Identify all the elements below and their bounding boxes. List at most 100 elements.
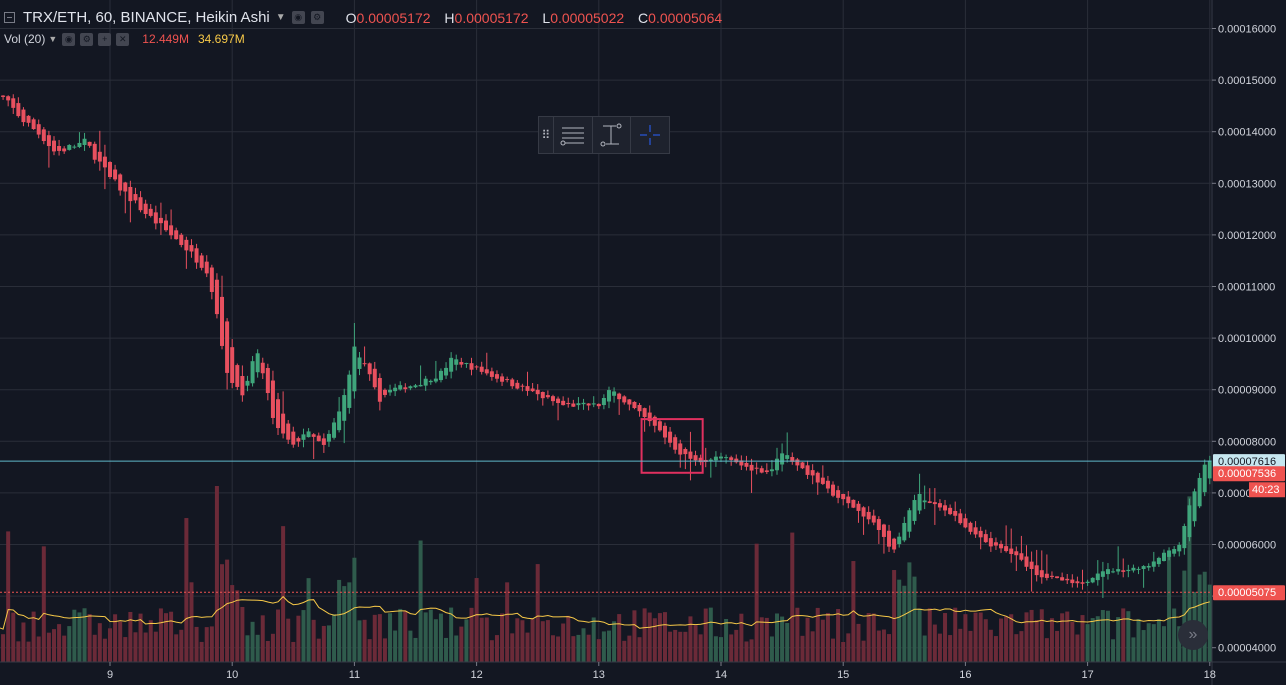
- x-tick-label: 11: [349, 669, 360, 681]
- scroll-to-realtime-button[interactable]: »: [1178, 620, 1208, 650]
- volume-bar: [174, 634, 179, 662]
- candle-body: [199, 255, 204, 268]
- candle-body: [276, 399, 281, 429]
- volume-bar: [525, 632, 530, 662]
- volume-bar: [1034, 620, 1039, 662]
- crosshair-icon: [640, 125, 661, 145]
- candle-body: [438, 370, 443, 381]
- candle-body: [367, 363, 372, 375]
- volume-bar: [1105, 610, 1110, 662]
- price-range-icon: [600, 123, 622, 147]
- candle-body: [1131, 567, 1136, 571]
- y-tick-label: 0.00010000: [1218, 333, 1276, 345]
- candle-body: [510, 379, 515, 387]
- volume-bar: [734, 629, 739, 662]
- volume-bar: [306, 578, 311, 662]
- volume-bar: [535, 564, 540, 662]
- candle-body: [1207, 460, 1212, 479]
- chevron-down-icon[interactable]: ▼: [48, 34, 58, 44]
- volume-bar: [357, 620, 362, 662]
- volume-bar: [948, 635, 953, 662]
- candle-body: [301, 434, 306, 440]
- volume-bar: [469, 607, 474, 662]
- candle-body: [413, 385, 418, 388]
- add-icon[interactable]: +: [98, 32, 112, 46]
- volume-bar: [724, 619, 729, 662]
- volume-bar: [688, 616, 693, 662]
- volume-bar: [169, 611, 174, 662]
- candle-body: [1009, 548, 1014, 554]
- candle-body: [281, 413, 286, 434]
- candle-body: [1019, 553, 1024, 560]
- volume-bar: [16, 641, 21, 662]
- candle-body: [1039, 570, 1044, 578]
- volume-bar: [342, 586, 347, 662]
- volume-bar: [347, 582, 352, 662]
- settings-icon[interactable]: ⚙: [80, 32, 94, 46]
- volume-bar: [1039, 609, 1044, 662]
- chevron-down-icon[interactable]: ▼: [275, 12, 286, 23]
- y-tick-label: 0.00012000: [1218, 230, 1276, 242]
- y-tick-label: 0.00014000: [1218, 127, 1276, 139]
- candle-body: [1085, 581, 1090, 584]
- eye-icon[interactable]: ◉: [62, 32, 76, 46]
- volume-bar: [316, 638, 321, 662]
- candle-body: [21, 109, 26, 123]
- volume-bar: [449, 607, 454, 662]
- volume-bar: [571, 636, 576, 662]
- volume-bar: [1202, 571, 1207, 662]
- symbol-title[interactable]: TRX/ETH, 60, BINANCE, Heikin Ashi: [23, 9, 270, 26]
- crosshair-tool-button[interactable]: [630, 117, 669, 153]
- volume-bar: [194, 626, 199, 662]
- candle-body: [866, 511, 871, 520]
- candle-body: [1126, 569, 1131, 572]
- candle-body: [337, 411, 342, 431]
- volume-bar: [1207, 584, 1212, 662]
- volume-bar: [754, 543, 759, 662]
- volume-bar: [1121, 608, 1126, 662]
- volume-bar: [1024, 612, 1029, 662]
- volume-bar: [973, 612, 978, 662]
- candle-body: [581, 402, 586, 405]
- volume-bar: [6, 531, 11, 662]
- settings-icon[interactable]: ⚙: [310, 11, 324, 24]
- volume-bar: [133, 632, 138, 662]
- candle-body: [688, 451, 693, 459]
- volume-bar: [668, 631, 673, 662]
- candle-body: [754, 467, 759, 469]
- collapse-icon[interactable]: [4, 12, 15, 23]
- candle-body: [123, 182, 128, 192]
- volume-bar: [820, 619, 825, 662]
- candle-body: [983, 534, 988, 543]
- volume-bar: [179, 629, 184, 662]
- close-icon[interactable]: ✕: [116, 32, 130, 46]
- volume-bar: [617, 614, 622, 662]
- volume-bar: [1014, 634, 1019, 662]
- volume-bar: [230, 585, 235, 662]
- eye-icon[interactable]: ◉: [291, 11, 305, 24]
- x-tick-label: 17: [1081, 669, 1093, 681]
- candle-body: [255, 353, 260, 373]
- volume-bar: [1141, 630, 1146, 662]
- volume-bar: [861, 640, 866, 662]
- volume-bar: [281, 526, 286, 662]
- candle-body: [693, 455, 698, 461]
- candle-body: [464, 363, 469, 365]
- drag-handle-icon[interactable]: ⠿: [541, 128, 551, 142]
- candle-body: [108, 162, 112, 178]
- volume-bar: [1080, 615, 1085, 662]
- candle-body: [6, 96, 11, 101]
- candle-body: [520, 385, 525, 387]
- volume-bar: [479, 617, 484, 662]
- volume-bar: [118, 621, 123, 662]
- horizontal-lines-tool-button[interactable]: [552, 117, 592, 153]
- candle-body: [637, 405, 642, 412]
- candle-body: [97, 151, 102, 162]
- price-range-tool-button[interactable]: [591, 117, 631, 153]
- volume-label[interactable]: Vol (20): [4, 32, 46, 46]
- volume-bar: [255, 634, 260, 662]
- candle-body: [332, 422, 337, 438]
- highlight-rectangle[interactable]: [640, 418, 704, 474]
- candle-body: [617, 393, 622, 400]
